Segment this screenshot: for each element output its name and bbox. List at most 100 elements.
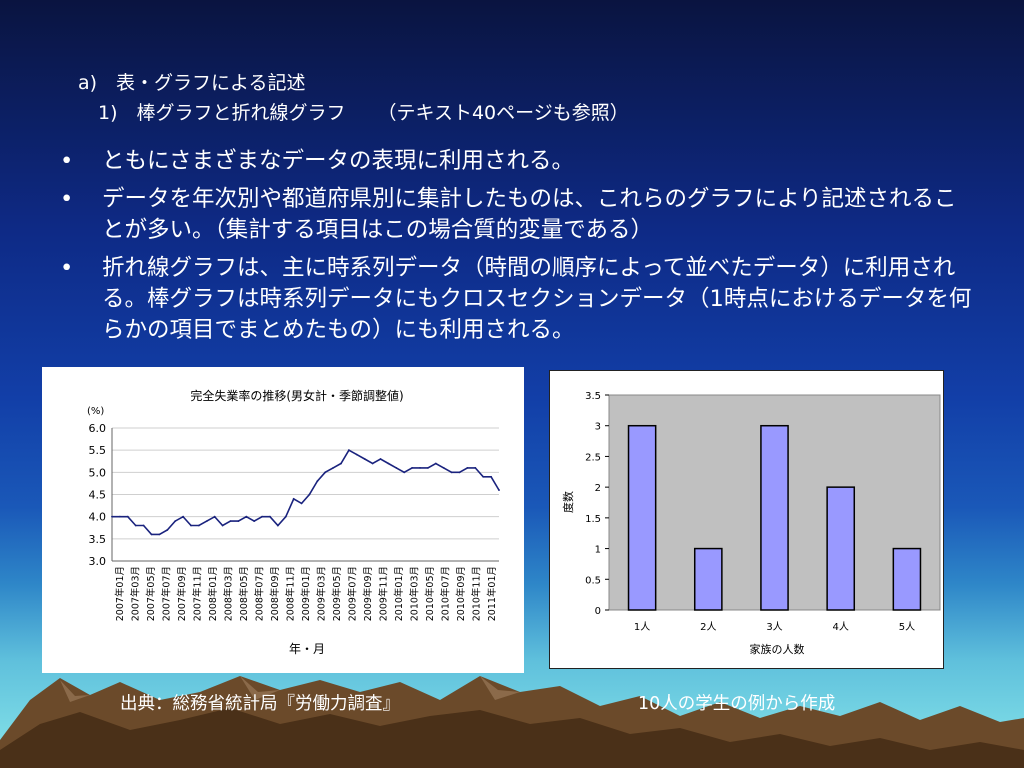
data-point	[300, 502, 303, 505]
y-tick-label: 3.5	[89, 533, 107, 546]
y-tick-label: 5.0	[89, 466, 107, 479]
y-tick-label: 3.0	[89, 555, 107, 568]
line-chart: 完全失業率の推移(男女計・季節調整値) (%) 年・月 6.0 5.5 5.0 4.5…	[87, 388, 500, 656]
bar	[693, 547, 723, 611]
y-tick-label: 4.0	[89, 511, 107, 524]
line-chart-panel: 完全失業率の推移(男女計・季節調整値) (%) 年・月 6.0 5.5 5.0 4.5…	[42, 367, 524, 673]
data-point	[363, 458, 366, 460]
data-point	[308, 493, 311, 496]
data-point	[379, 458, 382, 460]
section-heading: a) 表・グラフによる記述	[78, 72, 306, 94]
data-point	[142, 524, 145, 527]
data-point	[490, 475, 493, 478]
data-point	[174, 520, 177, 522]
bar-chart-caption: 10人の学生の例から作成	[638, 694, 836, 714]
data-point	[245, 515, 248, 518]
x-tick-label: 2007年09月	[176, 566, 188, 621]
data-point	[395, 467, 398, 469]
x-tick-label: 2007年07月	[161, 566, 173, 621]
x-tick-label: 2011年01月	[486, 566, 498, 621]
data-point	[166, 529, 169, 531]
data-point	[118, 515, 121, 518]
data-point	[213, 515, 216, 518]
data-point	[458, 471, 461, 474]
data-point	[482, 475, 485, 478]
x-tick-label: 2009年07月	[346, 566, 358, 621]
data-point	[474, 467, 477, 469]
subsection-title: 1) 棒グラフと折れ線グラフ	[98, 102, 346, 124]
data-point	[387, 462, 390, 465]
data-point	[427, 467, 429, 469]
x-tick-label: 2008年03月	[223, 566, 235, 621]
y-tick-label: 5.5	[89, 444, 107, 457]
data-point	[205, 520, 208, 522]
x-tick-label: 2010年01月	[393, 566, 405, 621]
y-tick-label: 0	[595, 606, 601, 617]
bullet-item: データを年次別や都道府県別に集計したものは、これらのグラフにより記述されることが…	[58, 184, 978, 246]
mountain-silhouette	[0, 676, 1024, 768]
y-tick-label: 2	[595, 483, 601, 494]
data-point	[316, 480, 319, 483]
source-caption: 出典：総務省統計局『労働力調査』	[120, 694, 400, 714]
x-tick-label: 2010年07月	[439, 566, 451, 621]
x-tick-label: 2010年05月	[424, 566, 436, 621]
x-tick-label: 2009年03月	[316, 566, 328, 621]
data-point	[442, 467, 445, 469]
data-point	[237, 520, 240, 522]
data-point	[182, 515, 184, 518]
x-tick-label: 2008年09月	[269, 566, 281, 621]
data-point	[348, 449, 350, 452]
y-tick-label: 3	[595, 422, 601, 433]
data-point	[221, 524, 224, 527]
bullet-list: ともにさまざまなデータの表現に利用される。 データを年次別や都道府県別に集計した…	[58, 146, 978, 353]
series-line	[112, 449, 500, 536]
bar-chart: 度数 家族の人数 3.5 3 2.5 2 1.5 1 0.5 0 1人 2人 3人 4人 5人	[561, 391, 941, 656]
data-point	[276, 524, 279, 527]
reference-note: （テキスト40ページも参照）	[377, 102, 629, 124]
y-axis-title: 度数	[561, 491, 575, 513]
x-tick-label: 2009年01月	[300, 566, 312, 621]
x-tick-label: 2009年11月	[377, 566, 389, 621]
x-tick-label: 2010年03月	[408, 566, 420, 621]
data-point	[466, 467, 469, 469]
y-tick-label: 6.0	[89, 422, 107, 435]
x-tick-label: 2010年11月	[470, 566, 482, 621]
y-tick-label: 4.5	[89, 489, 107, 502]
y-tick-label: 2.5	[585, 452, 601, 463]
y-unit-label: (%)	[87, 406, 104, 417]
x-tick-label: 2007年11月	[192, 566, 204, 621]
data-point	[411, 467, 414, 469]
bar	[760, 424, 789, 611]
x-tick-label: 2007年05月	[145, 566, 157, 621]
x-axis-title: 年・月	[289, 642, 325, 656]
y-tick-label: 1.5	[585, 514, 601, 525]
y-tick-label: 3.5	[585, 391, 601, 402]
x-tick-label: 2007年01月	[114, 566, 126, 621]
data-point	[419, 467, 421, 469]
data-point	[324, 471, 327, 474]
x-tick-label: 1人	[634, 621, 650, 633]
y-tick-label: 1	[595, 545, 601, 556]
x-tick-label: 2008年11月	[285, 566, 297, 621]
data-point	[111, 515, 113, 518]
bullet-item: ともにさまざまなデータの表現に利用される。	[58, 146, 978, 177]
x-tick-label: 3人	[766, 621, 782, 633]
data-point	[284, 515, 287, 518]
data-point	[126, 515, 129, 518]
data-point	[134, 524, 137, 527]
y-tick-label: 0.5	[585, 575, 601, 586]
data-point	[197, 524, 200, 527]
x-tick-label: 2008年05月	[238, 566, 250, 621]
data-point	[450, 471, 453, 474]
data-point	[150, 533, 153, 536]
x-tick-label: 5人	[899, 621, 915, 633]
data-point	[403, 471, 406, 474]
data-point	[229, 520, 232, 522]
data-point	[269, 515, 271, 518]
bar	[892, 547, 922, 611]
subsection-heading: 1) 棒グラフと折れ線グラフ （テキスト40ページも参照）	[98, 98, 629, 125]
x-tick-label: 2009年05月	[331, 566, 343, 621]
bar-chart-panel: 度数 家族の人数 3.5 3 2.5 2 1.5 1 0.5 0 1人 2人 3人 4人 5人	[549, 370, 944, 669]
data-point	[261, 515, 263, 518]
data-point	[498, 489, 500, 491]
